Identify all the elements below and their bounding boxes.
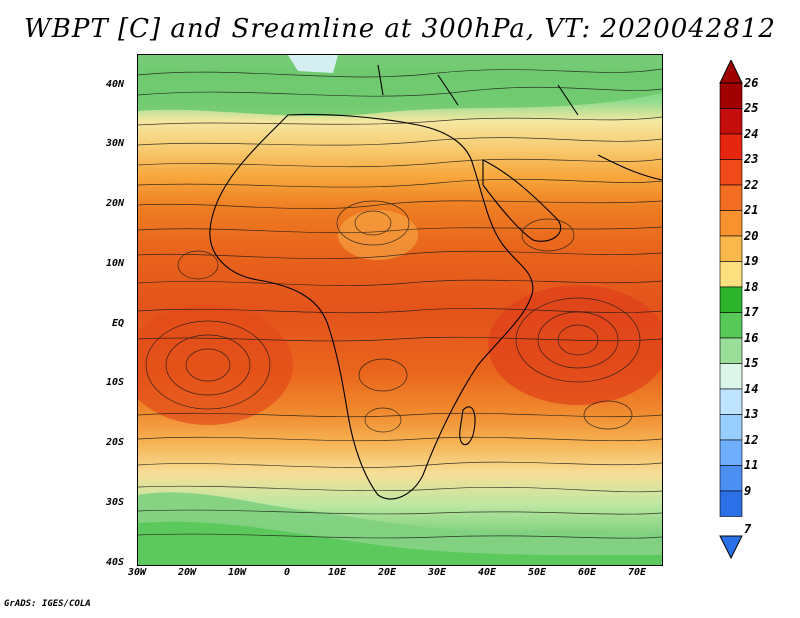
grads-credit: GrADS: IGES/COLA [4,599,91,609]
lat-label-10s: 10S [106,377,125,388]
lon-label-60e: 60E [577,567,597,578]
colorbar-swatch [719,82,743,109]
colorbar-bottom-arrow [719,535,743,560]
colorbar-label-11: 11 [744,458,759,472]
colorbar [719,60,743,560]
lat-label-20n: 20N [106,198,125,209]
colorbar-swatch [719,286,743,313]
colorbar-label-22: 22 [744,178,759,192]
lon-label-40e: 40E [477,567,497,578]
colorbar-label-18: 18 [744,280,759,294]
lat-label-10n: 10N [106,258,125,269]
lat-label-eq: EQ [112,318,125,329]
colorbar-label-7: 7 [744,522,752,536]
colorbar-top-arrow [719,60,743,84]
lon-label-50e: 50E [527,567,547,578]
colorbar-label-15: 15 [744,356,759,370]
colorbar-swatch [719,235,743,262]
colorbar-label-26: 26 [744,76,759,90]
colorbar-swatch [719,337,743,364]
colorbar-swatch [719,312,743,339]
colorbar-swatch [719,388,743,415]
colorbar-swatch [719,210,743,237]
colorbar-label-24: 24 [744,127,759,141]
lon-label-70e: 70E [627,567,647,578]
colorbar-label-9: 9 [744,484,752,498]
lat-label-40n: 40N [106,79,125,90]
chart-title: WBPT [C] and Sreamline at 300hPa, VT: 20… [24,14,776,44]
colorbar-swatch [719,490,743,517]
colorbar-label-13: 13 [744,407,759,421]
colorbar-swatch [719,159,743,186]
lat-label-30s: 30S [106,497,125,508]
lat-label-40s: 40S [106,557,125,568]
colorbar-swatch [719,261,743,288]
colorbar-swatch [719,108,743,135]
lon-label-30e: 30E [427,567,447,578]
colorbar-label-17: 17 [744,305,759,319]
colorbar-label-23: 23 [744,152,759,166]
lon-label-0: 0 [283,567,291,578]
lon-label-30w: 30W [127,567,147,578]
colorbar-label-25: 25 [744,101,759,115]
lon-label-20e: 20E [377,567,397,578]
lon-label-10w: 10W [227,567,247,578]
colorbar-label-21: 21 [744,203,759,217]
colorbar-swatch [719,439,743,466]
colorbar-label-19: 19 [744,254,759,268]
colorbar-swatch [719,184,743,211]
colorbar-label-14: 14 [744,382,759,396]
colorbar-swatch [719,133,743,160]
colorbar-swatch [719,414,743,441]
colorbar-swatch [719,465,743,492]
lat-label-20s: 20S [106,437,125,448]
colorbar-swatch [719,363,743,390]
lon-label-10e: 10E [327,567,347,578]
lat-label-30n: 30N [106,138,125,149]
colorbar-label-20: 20 [744,229,759,243]
colorbar-label-12: 12 [744,433,759,447]
streamlines-layer [138,55,662,565]
lon-label-20w: 20W [177,567,197,578]
map-panel [137,54,663,566]
colorbar-label-16: 16 [744,331,759,345]
